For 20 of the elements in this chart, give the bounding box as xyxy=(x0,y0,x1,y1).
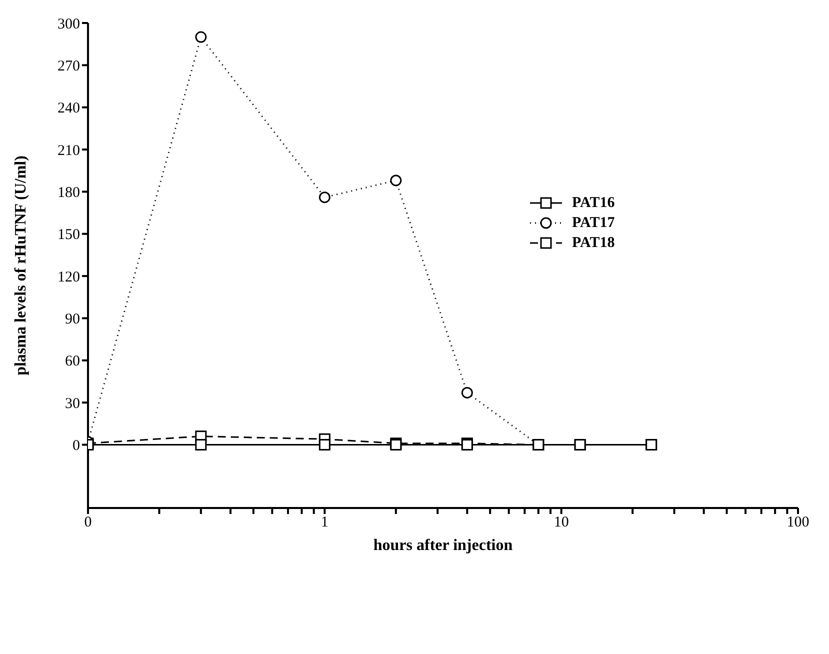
y-tick-label: 120 xyxy=(58,269,80,286)
y-tick-label: 180 xyxy=(58,185,80,202)
legend-label: PAT18 xyxy=(572,234,615,252)
y-axis-title: plasma levels of rHuTNF (U/ml) xyxy=(12,156,30,376)
x-tick-label: 100 xyxy=(786,514,810,531)
legend-label: PAT17 xyxy=(572,214,615,232)
y-tick-label: 210 xyxy=(58,142,80,159)
y-tick-label: 90 xyxy=(65,312,80,328)
y-tick-label: 0 xyxy=(72,438,80,454)
y-tick-label: 150 xyxy=(58,227,80,244)
y-tick-label: 240 xyxy=(58,100,80,117)
y-tick-label: 60 xyxy=(65,354,80,370)
y-tick-label: 30 xyxy=(65,396,80,412)
x-tick-label: 0 xyxy=(84,514,92,531)
y-tick-label: 270 xyxy=(58,58,80,74)
x-tick-label: 1 xyxy=(320,514,328,531)
x-axis-title: hours after injection xyxy=(373,537,513,554)
legend-label: PAT16 xyxy=(572,194,615,212)
y-tick-label: 300 xyxy=(58,16,80,32)
x-tick-label: 10 xyxy=(554,514,569,531)
